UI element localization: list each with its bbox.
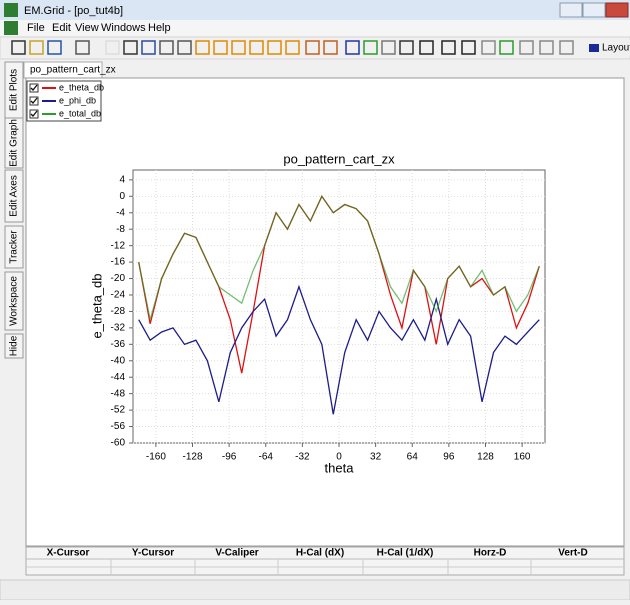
y-tick-label: -44	[111, 372, 126, 383]
x-tick-label: 128	[477, 452, 494, 463]
cursor-header: Y-Cursor	[132, 548, 174, 559]
window-title: EM.Grid - [po_tut4b]	[24, 5, 123, 17]
document-tab-label[interactable]: po_pattern_cart_zx	[30, 65, 116, 76]
side-tab-label[interactable]: Edit Graph	[9, 119, 20, 167]
y-tick-label: -28	[111, 306, 126, 317]
doc-icon	[4, 21, 18, 35]
y-tick-label: -36	[111, 339, 126, 350]
menu-item[interactable]: Edit	[52, 22, 71, 34]
y-tick-label: -52	[111, 405, 126, 416]
minimize-button[interactable]	[560, 3, 582, 17]
layout-label[interactable]: Layout	[602, 43, 630, 54]
y-tick-label: 0	[119, 191, 125, 202]
y-tick-label: -56	[111, 421, 126, 432]
y-tick-label: -16	[111, 257, 126, 268]
x-tick-label: -32	[295, 452, 310, 463]
side-tab-label[interactable]: Tracker	[9, 230, 20, 264]
legend-label: e_theta_db	[59, 82, 104, 92]
y-tick-label: -12	[111, 240, 126, 251]
y-tick-label: -8	[116, 224, 125, 235]
legend-label: e_phi_db	[59, 95, 96, 105]
x-tick-label: -128	[183, 452, 203, 463]
x-tick-label: 32	[370, 452, 382, 463]
app-icon	[4, 3, 18, 17]
x-tick-label: -160	[146, 452, 166, 463]
x-axis-label: theta	[325, 460, 355, 475]
side-tab-label[interactable]: Edit Plots	[9, 69, 20, 111]
cursor-header: Vert-D	[558, 548, 587, 559]
side-tab-label[interactable]: Edit Axes	[9, 175, 20, 217]
y-tick-label: -32	[111, 323, 126, 334]
status-bar	[0, 580, 630, 600]
y-axis-label: e_theta_db	[89, 273, 104, 338]
y-tick-label: -4	[116, 207, 125, 218]
y-tick-label: 4	[119, 175, 125, 186]
x-tick-label: -64	[259, 452, 274, 463]
menu-item[interactable]: Windows	[101, 22, 146, 34]
cursor-header: V-Caliper	[215, 548, 258, 559]
x-tick-label: 96	[443, 452, 455, 463]
y-tick-label: -40	[111, 355, 126, 366]
cursor-header: H-Cal (1/dX)	[377, 548, 434, 559]
legend-label: e_total_db	[59, 108, 101, 118]
side-tab-label[interactable]: Workspace	[9, 276, 20, 326]
side-tab-label[interactable]: Hide	[9, 335, 20, 356]
x-tick-label: 64	[407, 452, 419, 463]
chart-frame	[133, 170, 545, 443]
cursor-header: H-Cal (dX)	[296, 548, 344, 559]
close-button[interactable]	[606, 3, 628, 17]
chart-title: po_pattern_cart_zx	[283, 151, 395, 166]
menu-item[interactable]: Help	[148, 22, 171, 34]
x-tick-label: 0	[336, 452, 342, 463]
y-tick-label: -48	[111, 388, 126, 399]
y-tick-label: -24	[111, 290, 126, 301]
x-tick-label: 160	[514, 452, 531, 463]
maximize-button[interactable]	[583, 3, 605, 17]
y-tick-label: -60	[111, 438, 126, 449]
y-tick-label: -20	[111, 273, 126, 284]
cursor-header: Horz-D	[474, 548, 507, 559]
x-tick-label: -96	[222, 452, 237, 463]
menu-item[interactable]: File	[27, 22, 45, 34]
menu-item[interactable]: View	[75, 22, 99, 34]
cursor-header: X-Cursor	[47, 548, 90, 559]
layout-icon	[589, 44, 599, 52]
